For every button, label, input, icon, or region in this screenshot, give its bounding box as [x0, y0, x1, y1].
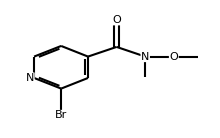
- Text: Br: Br: [55, 110, 67, 120]
- Text: N: N: [26, 73, 34, 83]
- Text: O: O: [169, 52, 178, 62]
- Text: N: N: [141, 52, 149, 62]
- Text: O: O: [112, 15, 121, 25]
